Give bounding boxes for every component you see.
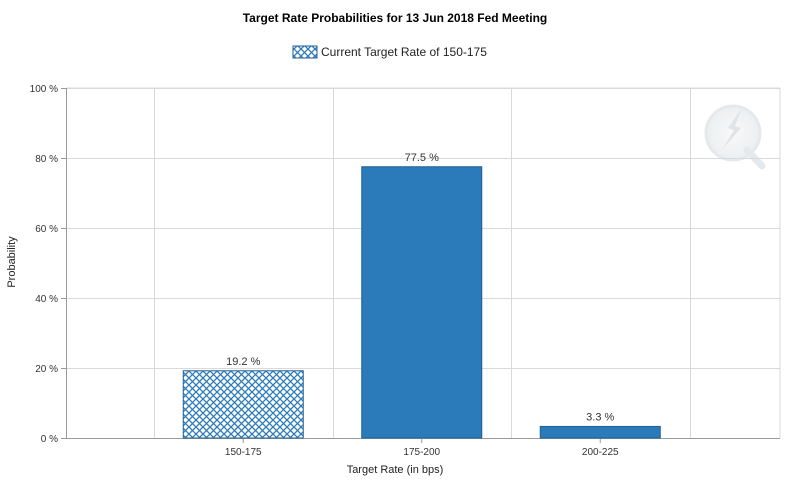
legend: Current Target Rate of 150-175 (292, 45, 487, 59)
data-labels: 19.2 % 77.5 % 3.3 % (226, 152, 614, 424)
x-tick-label-200-225: 200-225 (582, 447, 619, 458)
data-label-200-225: 3.3 % (586, 411, 614, 423)
x-tick-label-175-200: 175-200 (403, 447, 440, 458)
data-label-175-200: 77.5 % (405, 152, 439, 164)
y-tick-label: 20 % (35, 364, 58, 375)
y-axis-label: Probability (6, 236, 18, 288)
tick-labels: 0 % 20 % 40 % 60 % 80 % 100 % 150-175 175-200 20… (30, 84, 619, 458)
x-axis-label: Target Rate (in bps) (347, 464, 444, 476)
legend-swatch (292, 45, 318, 59)
x-tick-label-150-175: 150-175 (225, 447, 262, 458)
data-label-150-175: 19.2 % (226, 356, 260, 368)
y-tick-label: 80 % (35, 154, 58, 165)
bar-200-225 (539, 425, 661, 439)
y-tick-label: 60 % (35, 224, 58, 235)
bars (182, 166, 661, 439)
bar-150-175 (182, 370, 304, 439)
y-tick-label: 0 % (41, 434, 58, 445)
watermark-logo-icon (704, 104, 766, 170)
bar-175-200 (361, 166, 483, 439)
legend-label: Current Target Rate of 150-175 (321, 45, 487, 59)
y-tick-label: 40 % (35, 294, 58, 305)
chart-title: Target Rate Probabilities for 13 Jun 201… (243, 11, 548, 25)
y-tick-label: 100 % (30, 84, 58, 95)
